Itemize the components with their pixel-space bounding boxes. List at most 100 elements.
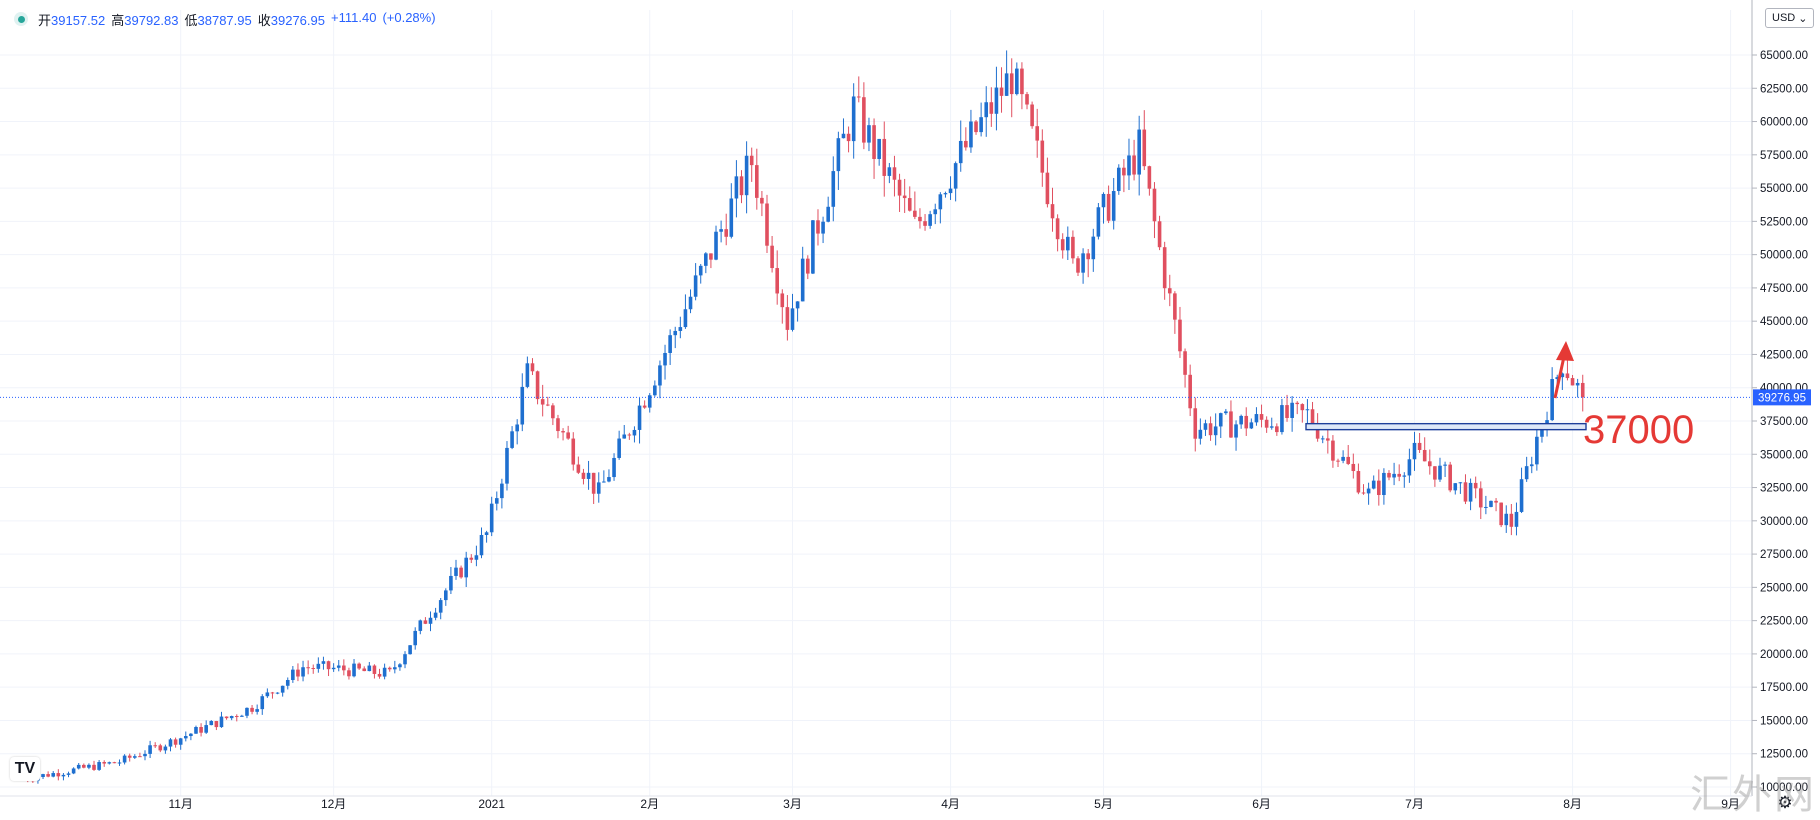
candle-body (668, 335, 672, 353)
candle-body (1336, 460, 1340, 462)
candle-body (469, 557, 474, 560)
candle-body (1417, 442, 1422, 450)
candle-body (831, 171, 836, 207)
candle-body (805, 258, 810, 274)
candle-body (1086, 253, 1090, 260)
candle-body (974, 121, 978, 133)
candle-body (183, 736, 188, 739)
candle-body (1081, 253, 1085, 273)
candle-body (1433, 466, 1437, 480)
candle-body (1407, 459, 1412, 476)
candle-body (1489, 500, 1493, 507)
candle-body (1275, 426, 1279, 433)
candle-body (1550, 379, 1554, 421)
candle-body (1116, 167, 1121, 192)
candle-body (984, 102, 989, 118)
support-level-box[interactable] (1305, 422, 1587, 431)
candle-body (897, 179, 902, 196)
candle-body (1453, 483, 1458, 491)
candle-body (1162, 247, 1167, 289)
candle-body (459, 567, 463, 578)
candle-body (581, 472, 586, 479)
candle-body (234, 716, 239, 718)
candle-body (1326, 438, 1330, 441)
candle-body (907, 198, 912, 211)
candle-body (795, 301, 800, 309)
candle-body (199, 727, 203, 733)
candle-body (158, 745, 163, 751)
candle-body (1203, 423, 1208, 430)
candle-body (326, 661, 331, 670)
x-tick-label: 8月 (1563, 797, 1582, 811)
x-tick-label: 4月 (941, 797, 960, 811)
candle-body (678, 327, 683, 331)
candle-body (596, 482, 601, 494)
candle-body (372, 665, 377, 674)
candle-body (97, 762, 101, 770)
candle-body (1076, 258, 1080, 273)
candle-body (576, 464, 581, 473)
candle-body (51, 773, 56, 777)
candle-body (316, 663, 321, 669)
candle-body (87, 764, 91, 768)
candle-body (449, 575, 453, 591)
y-tick-label: 60000.00 (1760, 117, 1808, 129)
candle-body (1565, 373, 1570, 379)
candle-body (306, 667, 310, 669)
candle-body (1101, 193, 1106, 208)
candle-body (862, 97, 866, 143)
candle-body (168, 739, 173, 747)
candle-body (1254, 414, 1259, 423)
candle-body (1346, 456, 1351, 464)
candle-body (918, 216, 922, 222)
candle-body (275, 692, 280, 694)
candle-body (617, 438, 621, 458)
candle-body (698, 265, 703, 276)
gear-icon[interactable]: ⚙ (1777, 793, 1793, 812)
candle-body (1050, 204, 1055, 219)
candle-body (642, 405, 647, 408)
candle-body (1463, 482, 1468, 502)
candle-body (1004, 73, 1009, 96)
candle-body (1443, 464, 1447, 466)
candle-body (1173, 293, 1177, 320)
candle-body (1264, 419, 1269, 428)
candle-body (1519, 479, 1524, 512)
candle-body (821, 221, 825, 234)
candle-body (540, 399, 545, 405)
x-tick-label: 3月 (783, 797, 802, 811)
candle-body (1234, 424, 1238, 438)
watermark: 汇外网 (1690, 772, 1816, 818)
candle-body (892, 167, 897, 180)
chevron-down-icon: ⌄ (1798, 12, 1808, 25)
candle-body (902, 195, 907, 199)
candle-body (1300, 404, 1305, 411)
candle-body (1402, 475, 1407, 477)
low-value: 38787.95 (197, 12, 252, 28)
y-tick-label: 20000.00 (1760, 649, 1808, 661)
candle-body (117, 762, 122, 764)
candle-body (1295, 402, 1300, 405)
candle-body (1091, 236, 1096, 260)
close-label: 收 (257, 12, 271, 28)
candle-body (545, 404, 550, 406)
currency-selector[interactable]: USD ⌄ (1765, 8, 1815, 28)
tradingview-logo-icon: TV (10, 757, 40, 781)
candle-body (1351, 463, 1356, 472)
candle-body (418, 620, 423, 631)
candle-body (1524, 466, 1529, 480)
candle-body (561, 431, 565, 433)
low-label: 低 (184, 12, 198, 28)
candle-body (964, 140, 968, 148)
candle-body (382, 667, 387, 677)
candle-body (1545, 420, 1549, 425)
y-tick-label: 57500.00 (1760, 150, 1808, 162)
candle-body (1387, 472, 1391, 478)
y-tick-label: 52500.00 (1760, 216, 1808, 228)
candle-body (1152, 188, 1157, 222)
candle-body (1535, 436, 1539, 465)
candle-body (704, 253, 708, 266)
candle-body (1458, 482, 1463, 484)
open-readout: 开39157.52 (38, 10, 105, 29)
